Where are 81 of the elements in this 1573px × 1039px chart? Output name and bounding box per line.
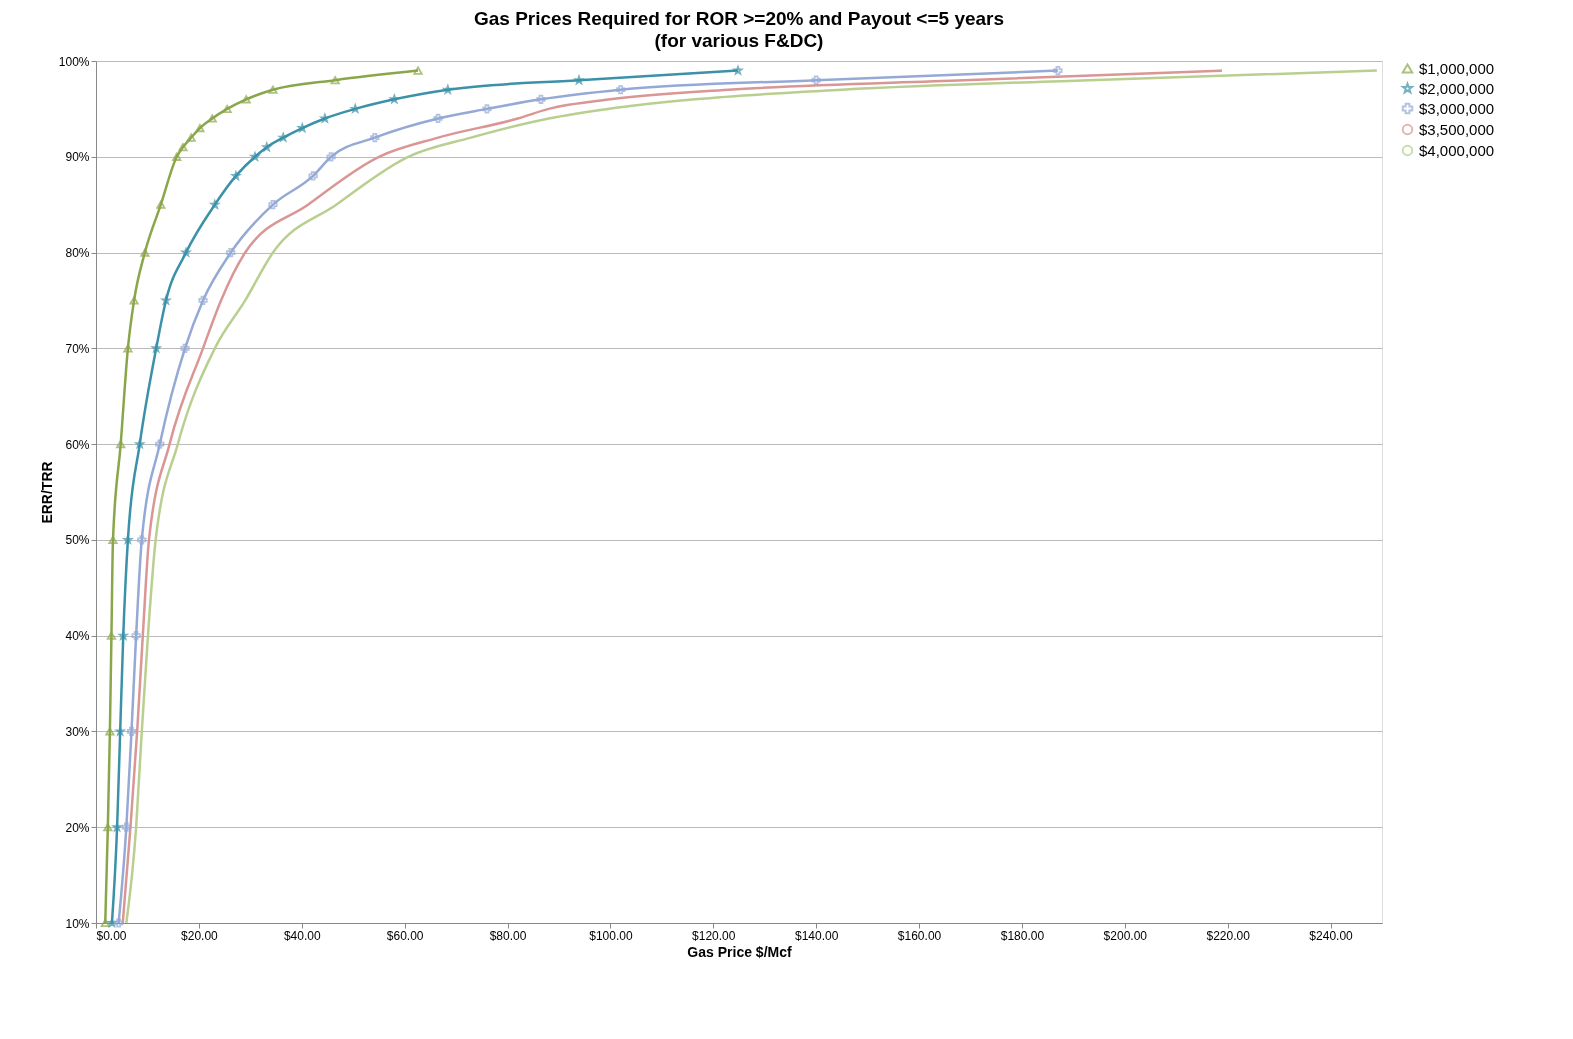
point (140, 248, 150, 257)
point (151, 343, 161, 353)
point (268, 85, 278, 94)
y-tick-label: 70% (65, 341, 90, 356)
y-tick-label: 90% (65, 150, 90, 165)
y-tick-label: 30% (65, 724, 90, 739)
point (121, 822, 131, 832)
point (330, 76, 340, 85)
point (123, 535, 133, 544)
point (413, 66, 423, 75)
point (733, 65, 743, 75)
y-tick-label: 10% (65, 916, 90, 931)
point (536, 94, 546, 104)
point (433, 113, 443, 124)
y-tick-label: 60% (65, 437, 90, 452)
point (320, 113, 330, 123)
point (198, 295, 208, 306)
point (131, 631, 141, 641)
x-axis-title: Gas Price $/Mcf (687, 943, 792, 960)
point (616, 85, 626, 95)
chart-title: Gas Prices Required for ROR >=20% and Payout <=5 years (473, 8, 1005, 29)
x-tick-label: $160.00 (897, 928, 942, 943)
legend-label: $3,500,000 (1419, 120, 1495, 138)
point (126, 726, 137, 737)
legend-label: $3,000,000 (1419, 99, 1495, 117)
point (116, 440, 126, 449)
y-tick-label: 50% (65, 533, 90, 548)
point (181, 247, 191, 257)
point (262, 142, 272, 152)
point (226, 247, 236, 258)
x-tick-label: $140.00 (794, 928, 839, 943)
y-axis-title: ERR/TRR (38, 461, 55, 524)
point (106, 631, 117, 640)
point (811, 75, 821, 85)
y-tick-label: 40% (65, 629, 90, 644)
x-tick-label: $20.00 (181, 928, 219, 943)
legend-label: $4,000,000 (1419, 141, 1495, 159)
point (137, 535, 147, 545)
point (161, 295, 171, 305)
point (574, 75, 584, 85)
point (1053, 65, 1063, 76)
point (178, 143, 188, 152)
x-tick-label: $40.00 (283, 928, 321, 943)
x-tick-label: $240.00 (1309, 928, 1354, 943)
x-tick-label: $80.00 (489, 928, 527, 943)
point (195, 123, 205, 133)
point (326, 152, 336, 162)
y-tick-label: 20% (65, 820, 90, 835)
point (172, 152, 182, 161)
y-tick-label: 80% (65, 246, 90, 261)
x-tick-label: $180.00 (1000, 928, 1045, 943)
point (207, 114, 217, 123)
point (308, 171, 318, 181)
point (156, 200, 166, 209)
x-tick-label: $220.00 (1206, 928, 1251, 943)
point (268, 200, 278, 210)
x-tick-label: $120.00 (692, 928, 736, 943)
point (297, 123, 307, 132)
legend-label: $2,000,000 (1419, 79, 1495, 97)
x-tick-label: $0.00 (96, 928, 127, 943)
point (105, 727, 115, 736)
point (123, 344, 133, 353)
point (155, 439, 165, 449)
point (129, 296, 139, 305)
chart-subtitle: (for various F&DC) (654, 30, 824, 51)
x-tick-label: $60.00 (386, 928, 424, 943)
point (100, 918, 110, 928)
legend-label: $1,000,000 (1419, 59, 1495, 77)
y-tick-label: 100% (58, 54, 90, 69)
x-tick-label: $200.00 (1103, 928, 1148, 943)
point (370, 133, 380, 143)
point (389, 94, 399, 104)
point (103, 823, 113, 832)
point (180, 343, 190, 353)
point (482, 104, 492, 114)
point (222, 104, 232, 113)
point (114, 918, 124, 928)
point (107, 918, 117, 927)
x-tick-label: $100.00 (589, 928, 633, 943)
point (241, 95, 251, 104)
point (186, 133, 196, 142)
